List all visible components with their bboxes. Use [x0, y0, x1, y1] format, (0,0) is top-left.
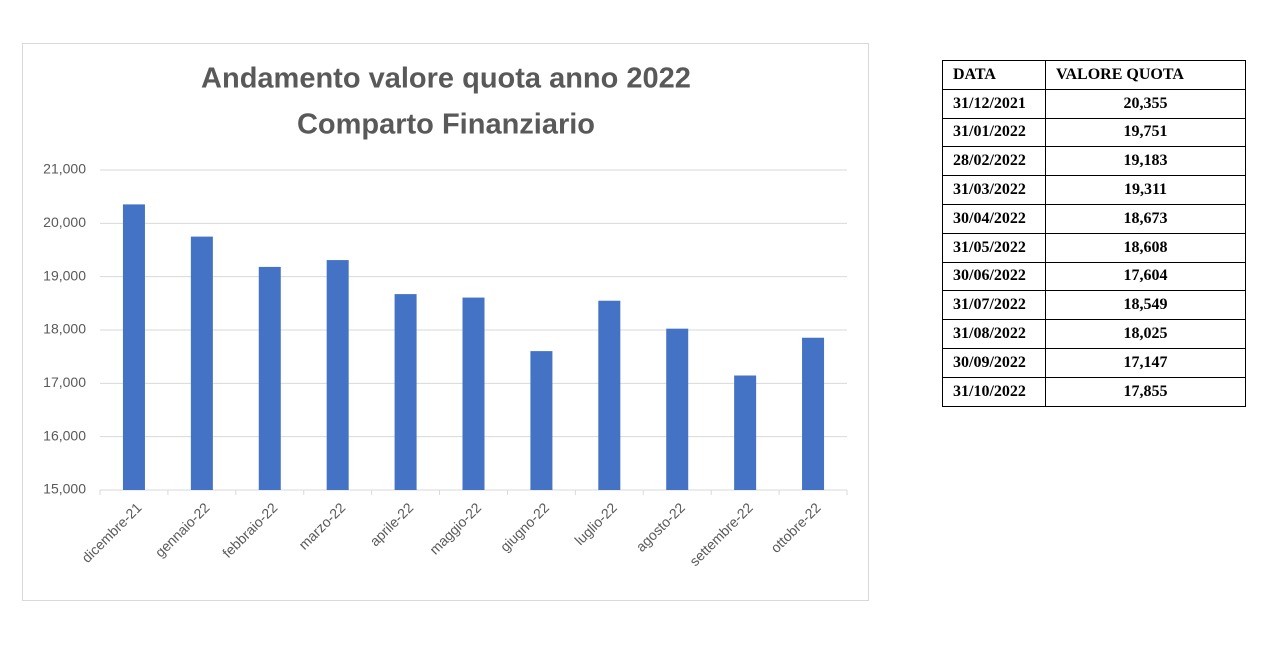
y-tick-label: 18,000	[43, 321, 86, 337]
table-row: 30/06/2022 17,604	[942, 261, 1246, 292]
bar	[122, 204, 145, 490]
bar	[530, 351, 553, 490]
bar	[394, 294, 417, 490]
table-cell: 18,549	[1045, 290, 1246, 321]
table-cell: 31/01/2022	[942, 117, 1046, 148]
y-tick-label: 15,000	[43, 481, 86, 497]
chart: Andamento valore quota anno 2022 Compart…	[22, 43, 869, 601]
table-cell: 20,355	[1045, 88, 1246, 119]
table-cell: 19,311	[1045, 175, 1246, 205]
table-cell: 18,608	[1045, 232, 1246, 263]
chart-subtitle: Comparto Finanziario	[297, 109, 595, 141]
bar	[734, 375, 757, 490]
chart-title: Andamento valore quota anno 2022	[201, 63, 691, 95]
y-tick-label: 16,000	[43, 427, 86, 443]
table-cell: 31/12/2021	[942, 88, 1046, 119]
table-row: 28/02/2022 19,183	[942, 146, 1246, 177]
table-cell: 17,855	[1045, 376, 1246, 407]
table-cell: 31/03/2022	[942, 175, 1046, 205]
y-tick-label: 19,000	[43, 267, 86, 283]
table-row: 30/09/2022 17,147	[942, 347, 1246, 378]
chart-frame	[22, 43, 869, 601]
bar	[258, 266, 281, 490]
table-cell: 31/05/2022	[942, 232, 1046, 263]
bar	[326, 260, 349, 490]
bar	[802, 337, 825, 490]
y-tick-label: 21,000	[43, 161, 86, 177]
table-row: 31/01/2022 19,751	[942, 117, 1246, 148]
table-cell: 28/02/2022	[942, 146, 1046, 177]
y-tick-label: 20,000	[43, 214, 86, 230]
table-cell: 31/10/2022	[942, 376, 1046, 407]
table-cell: 30/06/2022	[942, 261, 1046, 292]
table-cell: 30/04/2022	[942, 203, 1046, 234]
table-row: 31/12/2021 20,355	[942, 88, 1246, 119]
table-cell: 18,673	[1045, 203, 1246, 234]
data-table: DATA VALORE QUOTA 31/12/2021 20,355 31/01/20…	[942, 60, 1246, 407]
table-row: 31/07/2022 18,549	[942, 290, 1246, 321]
table-cell: VALORE QUOTA	[1045, 60, 1246, 90]
table-cell: 30/09/2022	[942, 347, 1046, 378]
table-cell: DATA	[942, 60, 1046, 90]
table-row: 31/10/2022 17,855	[942, 376, 1246, 407]
table-cell: 18,025	[1045, 319, 1246, 349]
table-cell: 31/07/2022	[942, 290, 1046, 321]
table-cell: 17,604	[1045, 261, 1246, 292]
bar	[190, 236, 213, 490]
table-cell: 17,147	[1045, 347, 1246, 378]
table-cell: 19,183	[1045, 146, 1246, 177]
bar	[462, 297, 485, 490]
table-row: 31/08/2022 18,025	[942, 319, 1246, 349]
bar	[598, 300, 621, 490]
table-row: 31/05/2022 18,608	[942, 232, 1246, 263]
table-row: 30/04/2022 18,673	[942, 203, 1246, 234]
bar	[666, 328, 689, 490]
y-tick-label: 17,000	[43, 374, 86, 390]
table-row: 31/03/2022 19,311	[942, 175, 1246, 205]
table-row: DATA VALORE QUOTA	[942, 60, 1246, 90]
table-cell: 19,751	[1045, 117, 1246, 148]
table-cell: 31/08/2022	[942, 319, 1046, 349]
